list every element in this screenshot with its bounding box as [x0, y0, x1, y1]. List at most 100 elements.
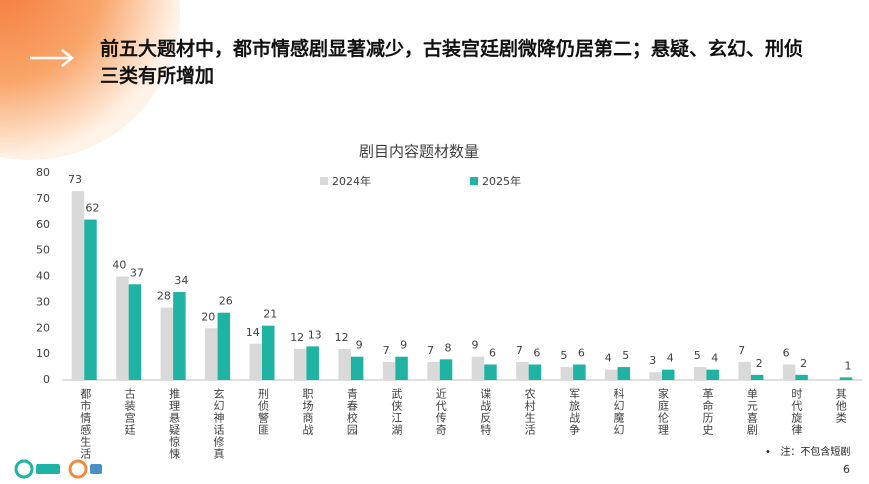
value-label: 7: [738, 344, 745, 357]
value-label: 6: [783, 346, 790, 359]
logos: [14, 459, 102, 479]
bar: [782, 364, 796, 380]
bar: [662, 369, 675, 380]
page-number: 6: [843, 463, 850, 476]
legend-swatch: [470, 177, 478, 185]
bar: [439, 359, 453, 380]
x-tick-label: 都市情感生活: [79, 388, 92, 460]
bar: [693, 367, 707, 380]
x-tick-label: 革命历史: [701, 387, 714, 436]
bar: [395, 356, 408, 380]
value-label: 12: [290, 331, 304, 344]
x-tick-label: 家庭伦理: [657, 387, 670, 436]
bar: [249, 343, 262, 380]
bar: [71, 191, 85, 380]
y-tick-label: 60: [36, 218, 50, 231]
x-tick-label: 推理悬疑惊悚: [168, 387, 181, 460]
bar: [217, 312, 231, 380]
bar: [471, 356, 485, 380]
bar: [706, 369, 719, 380]
bar: [649, 372, 662, 380]
value-label: 2: [800, 357, 807, 370]
x-tick-label: 刑侦警匪: [257, 388, 270, 436]
value-label: 6: [533, 346, 540, 359]
bar: [516, 361, 529, 380]
value-label: 6: [489, 346, 496, 359]
value-label: 9: [400, 339, 407, 352]
value-label: 34: [174, 274, 188, 287]
bar: [795, 374, 808, 380]
value-label: 4: [711, 352, 718, 365]
value-label: 5: [622, 349, 629, 362]
value-label: 14: [246, 326, 260, 339]
bar: [116, 276, 129, 380]
slide-title: 前五大题材中，都市情感剧显著减少，古装宫廷剧微降仍居第二；悬疑、玄幻、刑侦三类有…: [100, 38, 804, 87]
note: • 注：不包含短剧: [765, 447, 851, 458]
legend-label: 2024年: [332, 174, 371, 188]
x-tick-label: 农村生活: [523, 387, 536, 436]
bar: [338, 348, 351, 380]
bar: [84, 219, 97, 380]
bar: [560, 367, 574, 380]
value-label: 40: [112, 259, 126, 272]
value-label: 4: [667, 352, 674, 365]
bar: [160, 307, 174, 380]
value-label: 7: [516, 344, 523, 357]
value-label: 12: [335, 331, 349, 344]
bar: [205, 328, 218, 380]
bar: [528, 364, 542, 380]
value-label: 9: [356, 339, 363, 352]
bar: [427, 361, 440, 380]
x-tick-label: 近代传奇: [434, 388, 447, 436]
bar: [484, 364, 497, 380]
bar: [839, 377, 853, 380]
x-tick-label: 单元喜剧: [745, 388, 758, 436]
value-label: 5: [560, 349, 567, 362]
value-label: 20: [201, 310, 215, 323]
bar: [306, 346, 319, 380]
value-label: 28: [157, 290, 171, 303]
x-tick-label: 武侠江湖: [390, 388, 403, 436]
y-tick-label: 40: [36, 270, 50, 283]
x-tick-label: 谍战反特: [479, 388, 492, 436]
y-tick-label: 0: [43, 373, 50, 386]
value-label: 2: [756, 357, 763, 370]
x-tick-label: 科幻魔幻: [612, 387, 625, 436]
bar: [738, 361, 751, 380]
x-tick-label: 青春校园: [345, 388, 358, 436]
value-label: 7: [383, 344, 390, 357]
x-tick-label: 职场商战: [301, 388, 314, 436]
y-tick-label: 10: [36, 347, 50, 360]
value-label: 62: [85, 202, 99, 215]
legend-label: 2025年: [482, 174, 521, 188]
x-tick-label: 古装宫廷: [123, 388, 136, 436]
bar: [128, 284, 142, 380]
value-label: 13: [308, 328, 322, 341]
bar: [382, 361, 396, 380]
bar: [293, 348, 307, 380]
bar: [262, 325, 275, 380]
bar: [173, 292, 186, 380]
y-tick-label: 50: [36, 244, 50, 257]
bar: [605, 369, 618, 380]
x-tick-label: 其他类: [834, 388, 847, 424]
y-tick-label: 70: [36, 192, 50, 205]
value-label: 7: [427, 344, 434, 357]
value-label: 26: [219, 295, 233, 308]
arrow-icon: [30, 49, 75, 67]
bar: [617, 367, 631, 380]
y-tick-label: 20: [36, 321, 50, 334]
value-label: 3: [649, 354, 656, 367]
x-tick-label: 军旅战争: [568, 388, 581, 436]
value-label: 1: [845, 359, 852, 372]
legend-swatch: [320, 177, 328, 185]
bar: [750, 374, 764, 380]
value-label: 5: [694, 349, 701, 362]
value-label: 6: [578, 346, 585, 359]
bar: [350, 356, 364, 380]
y-tick-label: 30: [36, 295, 50, 308]
value-label: 8: [445, 341, 452, 354]
value-label: 9: [471, 339, 478, 352]
